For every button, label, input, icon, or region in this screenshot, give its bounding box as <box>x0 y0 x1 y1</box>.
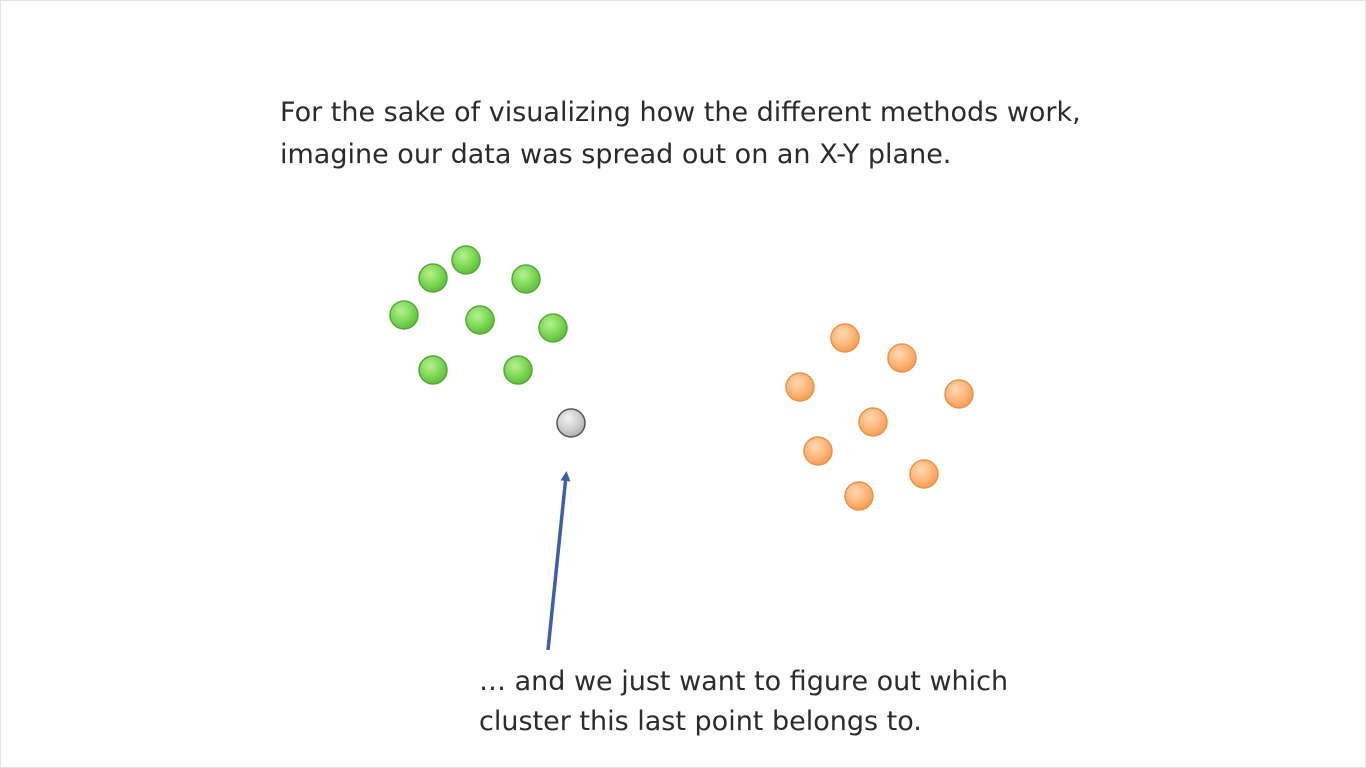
green-point <box>538 313 568 343</box>
slide-caption: … and we just want to figure out which c… <box>479 662 1008 742</box>
green-point <box>503 355 533 385</box>
orange-point <box>887 343 917 373</box>
arrow <box>546 471 571 651</box>
caption-line-1: … and we just want to figure out which <box>479 666 1009 697</box>
caption-line-2: cluster this last point belongs to. <box>479 706 922 737</box>
orange-point <box>844 481 874 511</box>
unknown-point <box>556 408 586 438</box>
orange-point <box>830 323 860 353</box>
orange-cluster <box>785 323 974 511</box>
heading-line-2: imagine our data was spread out on an X-… <box>280 139 952 170</box>
green-point <box>465 305 495 335</box>
heading-line-1: For the sake of visualizing how the diff… <box>280 97 1081 128</box>
orange-point <box>944 379 974 409</box>
orange-point <box>785 372 815 402</box>
green-point <box>511 264 541 294</box>
green-cluster <box>389 245 568 385</box>
green-point <box>451 245 481 275</box>
green-point <box>418 263 448 293</box>
slide-heading: For the sake of visualizing how the diff… <box>280 92 1081 176</box>
green-point <box>389 300 419 330</box>
green-point <box>418 355 448 385</box>
orange-point <box>858 407 888 437</box>
orange-point <box>909 459 939 489</box>
orange-point <box>803 436 833 466</box>
